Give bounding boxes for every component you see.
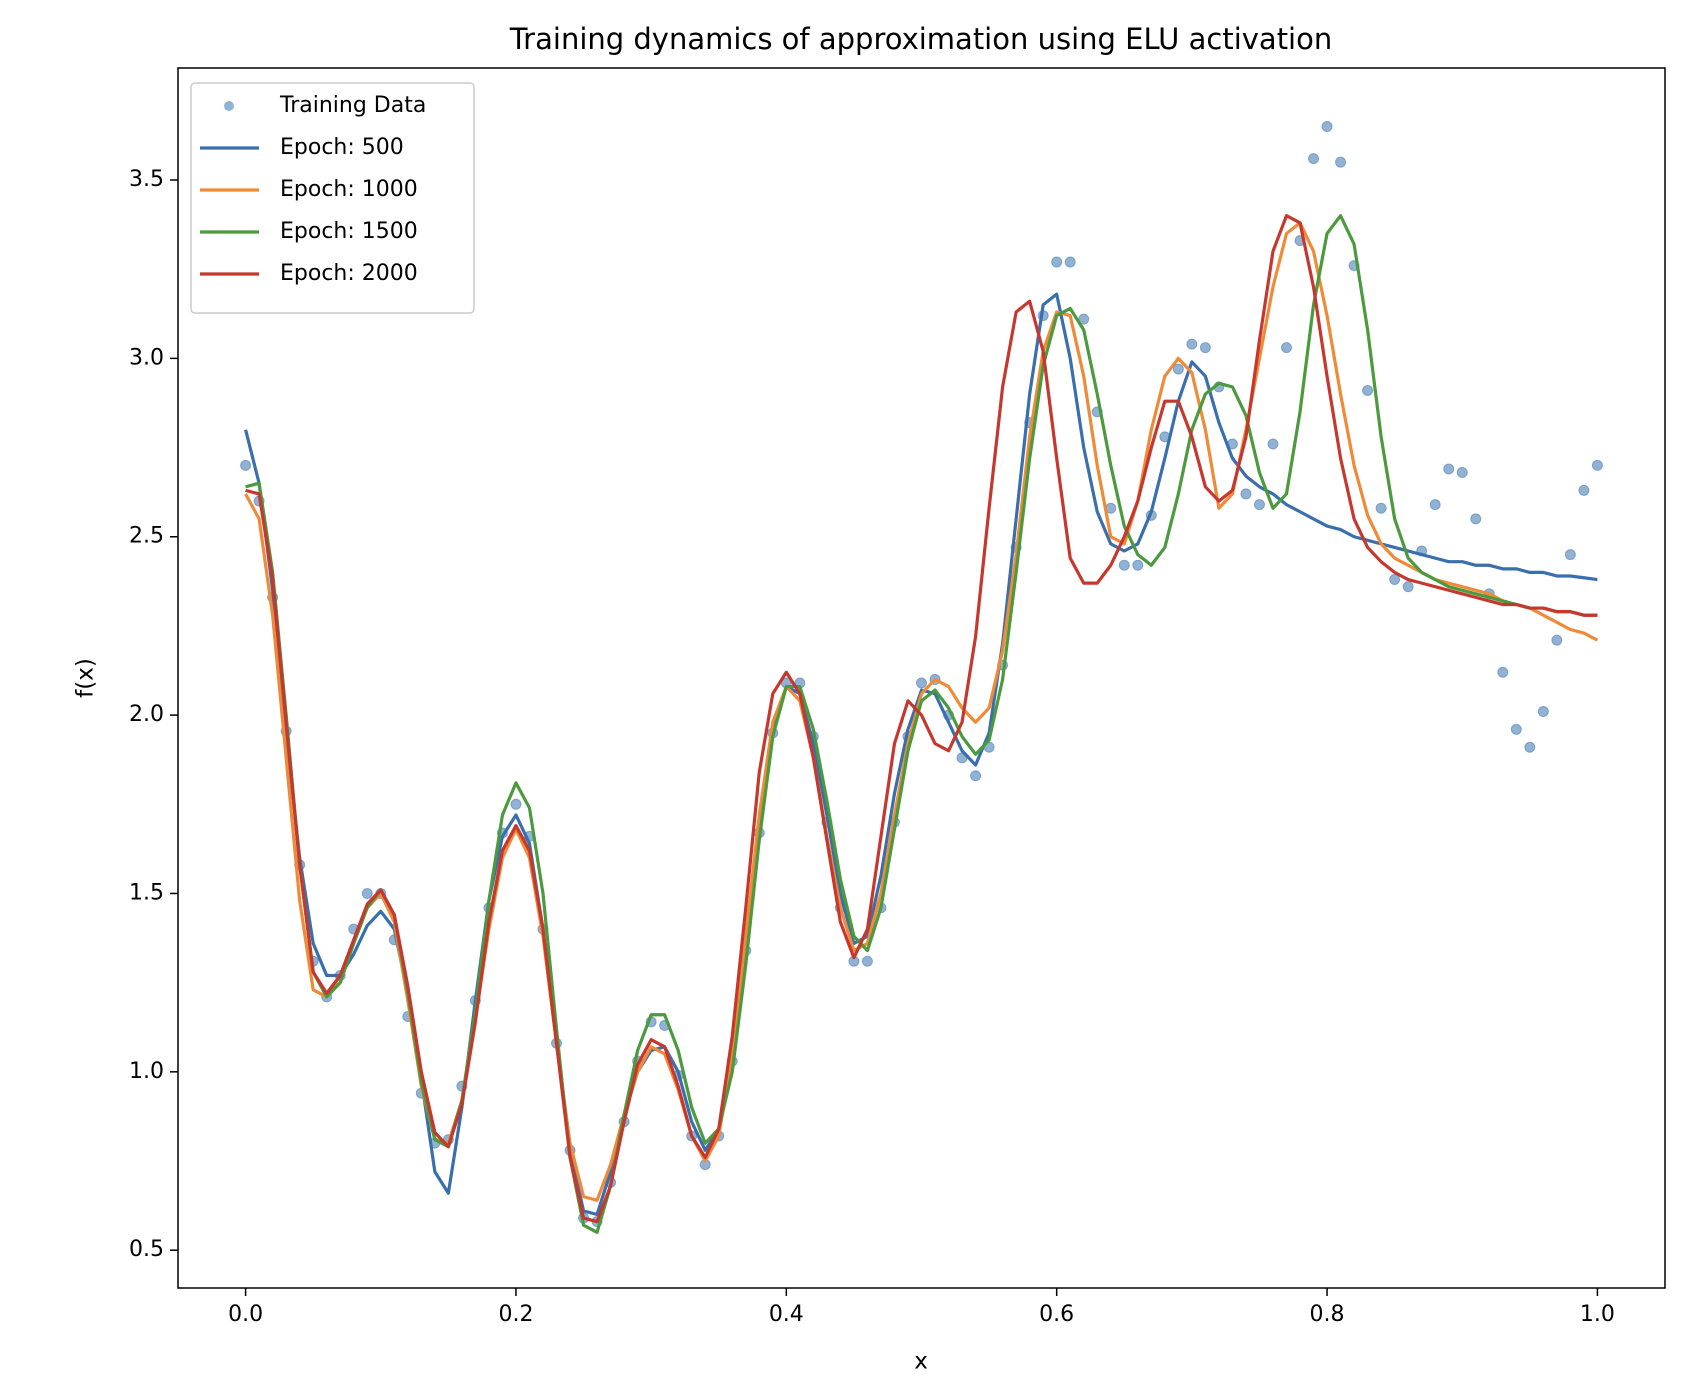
data-point (510, 798, 522, 810)
legend-label: Epoch: 1000 (280, 177, 418, 202)
legend: Training Data Epoch: 500 Epoch: 1000 Epoch:… (190, 82, 475, 314)
data-point (1443, 463, 1455, 475)
data-point (1051, 256, 1063, 268)
y-axis-label: f(x) (73, 658, 99, 698)
y-tick-label: 1.5 (129, 880, 164, 905)
legend-box (190, 82, 475, 314)
data-point (1321, 121, 1333, 133)
data-point (1064, 256, 1076, 268)
data-point (1497, 666, 1509, 678)
chart-title: Training dynamics of approximation using… (509, 22, 1333, 56)
x-tick-label: 0.4 (769, 1302, 804, 1327)
data-point (1537, 706, 1549, 718)
data-point (1280, 342, 1292, 354)
data-point (1118, 559, 1130, 571)
data-point (1362, 384, 1374, 396)
data-point (1524, 741, 1536, 753)
data-point (1578, 484, 1590, 496)
data-point (861, 955, 873, 967)
x-tick-label: 0.8 (1310, 1302, 1345, 1327)
x-tick-label: 0.6 (1039, 1302, 1074, 1327)
data-point (970, 770, 982, 782)
y-tick-label: 3.0 (129, 345, 164, 370)
data-point (1199, 342, 1211, 354)
line-series (245, 214, 1598, 1224)
x-axis-label: x (914, 1349, 928, 1375)
x-tick-label: 0.0 (228, 1302, 263, 1327)
data-point (240, 459, 252, 471)
data-point (1510, 723, 1522, 735)
data-point (1240, 488, 1252, 500)
y-tick-label: 2.0 (129, 702, 164, 727)
y-tick-label: 0.5 (129, 1237, 164, 1262)
data-point (361, 887, 373, 899)
legend-label: Epoch: 500 (280, 135, 404, 160)
data-point (1470, 513, 1482, 525)
legend-marker (224, 101, 234, 111)
data-point (1375, 502, 1387, 514)
data-point (916, 677, 927, 689)
x-tick-label: 1.0 (1580, 1302, 1615, 1327)
data-point (1186, 338, 1198, 350)
data-point (1591, 459, 1603, 471)
data-point (1402, 581, 1414, 593)
data-point (1564, 549, 1576, 561)
data-point (1132, 559, 1144, 571)
data-point (1267, 438, 1279, 450)
legend-label: Training Data (279, 93, 426, 118)
axes-frame (177, 67, 1666, 1289)
data-point (1456, 467, 1468, 479)
data-point (1308, 153, 1320, 165)
data-point (1429, 499, 1441, 511)
y-tick-label: 1.0 (129, 1059, 164, 1084)
data-point (1551, 634, 1563, 646)
data-point (1172, 363, 1184, 375)
legend-label: Epoch: 1500 (280, 219, 418, 244)
data-point (1389, 574, 1401, 586)
data-point (1335, 156, 1347, 168)
x-tick-label: 0.2 (498, 1302, 533, 1327)
plot-area (240, 121, 1603, 1234)
y-tick-label: 3.5 (129, 167, 164, 192)
data-point (1253, 499, 1265, 511)
y-tick-label: 2.5 (129, 524, 164, 549)
legend-label: Epoch: 2000 (280, 261, 418, 286)
